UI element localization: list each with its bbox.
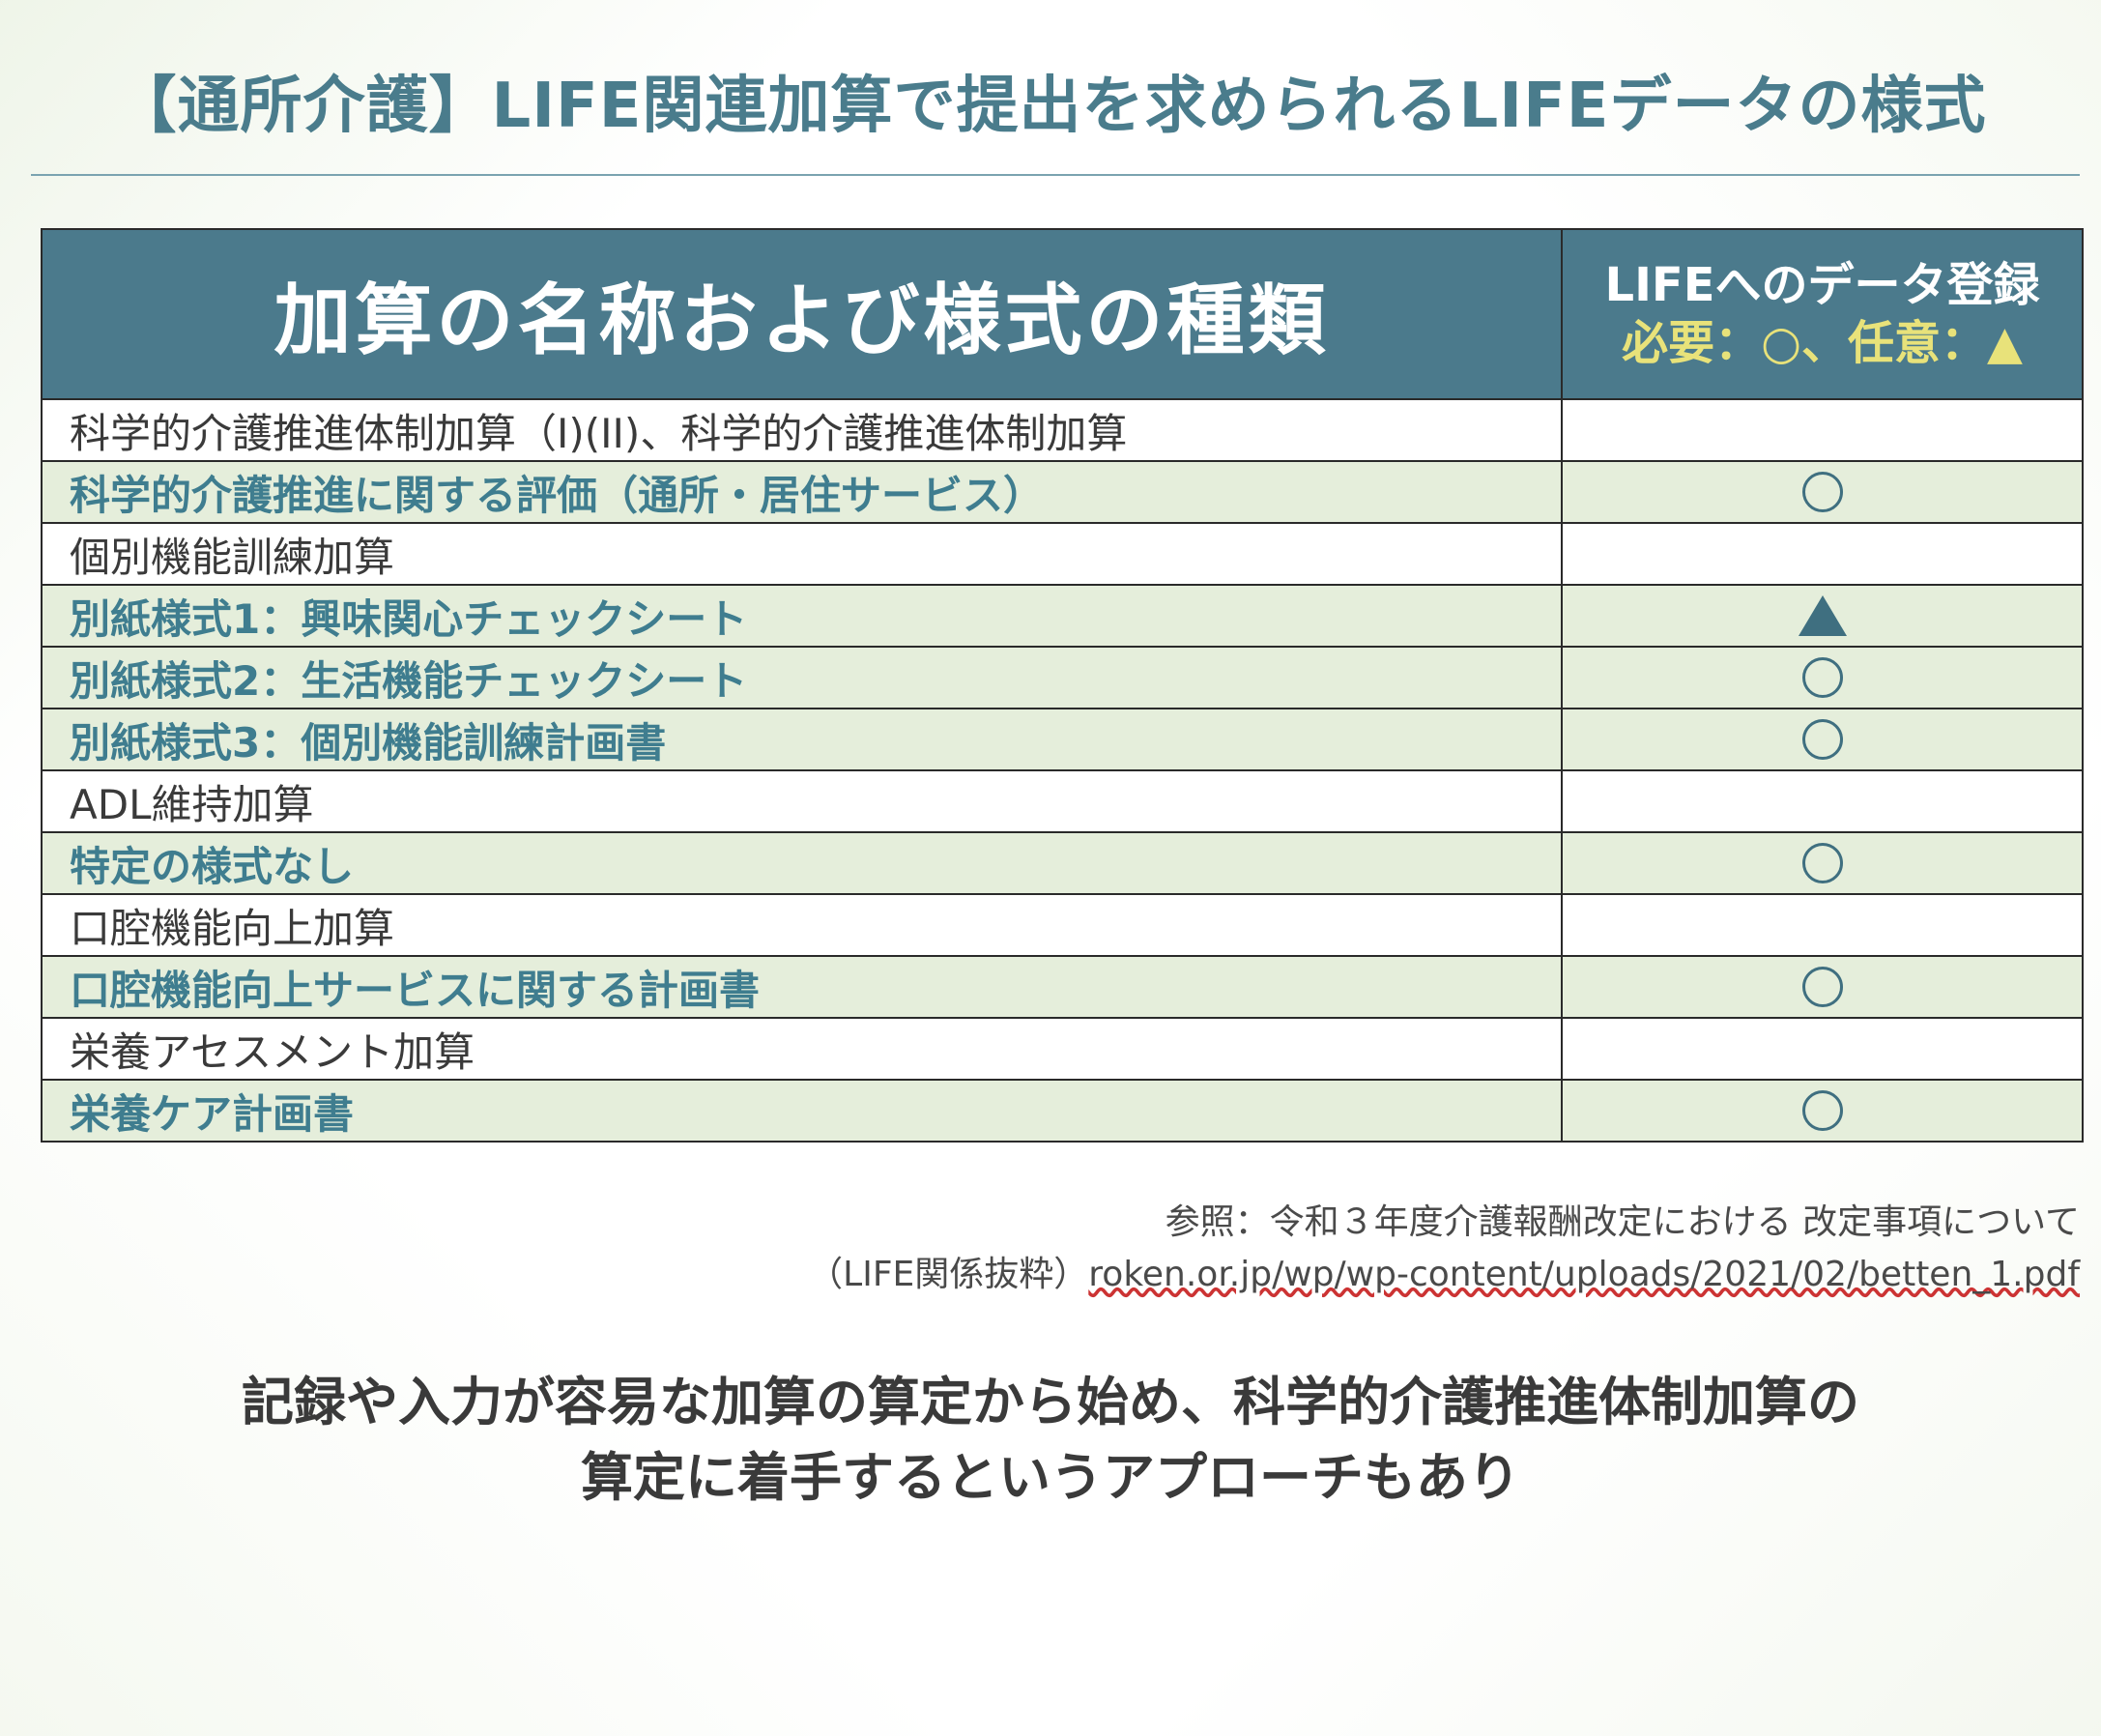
form-name-cell: 栄養ケア計画書 [41, 1079, 1563, 1143]
addition-name-cell: ADL維持加算 [41, 769, 1563, 833]
registration-mark-cell [1561, 955, 2084, 1019]
form-name-cell: 口腔機能向上サービスに関する計画書 [41, 955, 1563, 1019]
header-side-title: LIFEへのデータ登録 [1604, 258, 2040, 312]
table-body: 科学的介護推進体制加算（I)(II)、科学的介護推進体制加算 科学的介護推進に関す… [41, 398, 2084, 1143]
required-circle-icon [1801, 719, 1843, 760]
form-name-cell: 特定の様式なし [41, 831, 1563, 895]
registration-mark-cell [1561, 398, 2084, 462]
registration-mark-cell [1561, 1079, 2084, 1143]
registration-mark-cell [1561, 522, 2084, 586]
page-title: 【通所介護】LIFE関連加算で提出を求められるLIFEデータの様式 [114, 71, 1987, 142]
form-name-cell: 別紙様式2：生活機能チェックシート [41, 646, 1563, 709]
registration-mark-cell [1561, 646, 2084, 709]
title-divider [31, 174, 2080, 176]
table-header-row: 加算の名称および様式の種類 LIFEへのデータ登録 必要：○、任意：▲ [41, 228, 2084, 400]
registration-mark-cell [1561, 769, 2084, 833]
required-circle-icon [1801, 1090, 1843, 1131]
registration-mark-cell [1561, 584, 2084, 648]
reference-prefix: （LIFE関係抜粋） [808, 1255, 1089, 1294]
required-circle-icon [1801, 967, 1843, 1007]
addition-name-cell: 個別機能訓練加算 [41, 522, 1563, 586]
table-row: ADL維持加算 [41, 769, 2084, 833]
reference-link[interactable]: roken.or.jp/wp/wp-content/uploads/2021/0… [1088, 1255, 2080, 1294]
registration-mark-cell [1561, 893, 2084, 957]
registration-mark-cell [1561, 708, 2084, 771]
form-name-cell: 科学的介護推進に関する評価（通所・居住サービス） [41, 460, 1563, 524]
registration-mark-cell [1561, 1017, 2084, 1081]
optional-triangle-icon [1798, 595, 1847, 636]
reference-line-2: （LIFE関係抜粋）roken.or.jp/wp/wp-content/uplo… [808, 1249, 2080, 1301]
table-row: 栄養アセスメント加算 [41, 1017, 2084, 1081]
table-row: 科学的介護推進に関する評価（通所・居住サービス） [41, 460, 2084, 524]
required-circle-icon [1801, 472, 1843, 512]
table-row: 栄養ケア計画書 [41, 1079, 2084, 1143]
table-row: 別紙様式1：興味関心チェックシート [41, 584, 2084, 648]
reference-note: 参照：令和３年度介護報酬改定における 改定事項について （LIFE関係抜粋）ro… [808, 1197, 2080, 1301]
registration-mark-cell [1561, 460, 2084, 524]
table-row: 特定の様式なし [41, 831, 2084, 895]
form-name-cell: 別紙様式3：個別機能訓練計画書 [41, 708, 1563, 771]
required-circle-icon [1801, 843, 1843, 883]
addition-name-cell: 科学的介護推進体制加算（I)(II)、科学的介護推進体制加算 [41, 398, 1563, 462]
table-row: 別紙様式2：生活機能チェックシート [41, 646, 2084, 709]
addition-name-cell: 口腔機能向上加算 [41, 893, 1563, 957]
required-circle-icon [1801, 657, 1843, 698]
table-row: 口腔機能向上サービスに関する計画書 [41, 955, 2084, 1019]
header-side-legend: 必要：○、任意：▲ [1622, 316, 2023, 370]
registration-mark-cell [1561, 831, 2084, 895]
summary-line-2: 算定に着手するというアプローチもあり [581, 1447, 1520, 1509]
header-data-registration: LIFEへのデータ登録 必要：○、任意：▲ [1561, 228, 2084, 400]
form-name-cell: 別紙様式1：興味関心チェックシート [41, 584, 1563, 648]
life-data-table: 加算の名称および様式の種類 LIFEへのデータ登録 必要：○、任意：▲ 科学的介… [41, 228, 2084, 1143]
table-row: 口腔機能向上加算 [41, 893, 2084, 957]
summary-line-1: 記録や入力が容易な加算の算定から始め、科学的介護推進体制加算の [242, 1372, 1859, 1432]
table-row: 個別機能訓練加算 [41, 522, 2084, 586]
reference-line-1: 参照：令和３年度介護報酬改定における 改定事項について [1165, 1202, 2080, 1242]
addition-name-cell: 栄養アセスメント加算 [41, 1017, 1563, 1081]
table-row: 別紙様式3：個別機能訓練計画書 [41, 708, 2084, 771]
table-row: 科学的介護推進体制加算（I)(II)、科学的介護推進体制加算 [41, 398, 2084, 462]
header-addition-name: 加算の名称および様式の種類 [41, 228, 1563, 400]
summary-text: 記録や入力が容易な加算の算定から始め、科学的介護推進体制加算の 算定に着手すると… [29, 1365, 2072, 1517]
